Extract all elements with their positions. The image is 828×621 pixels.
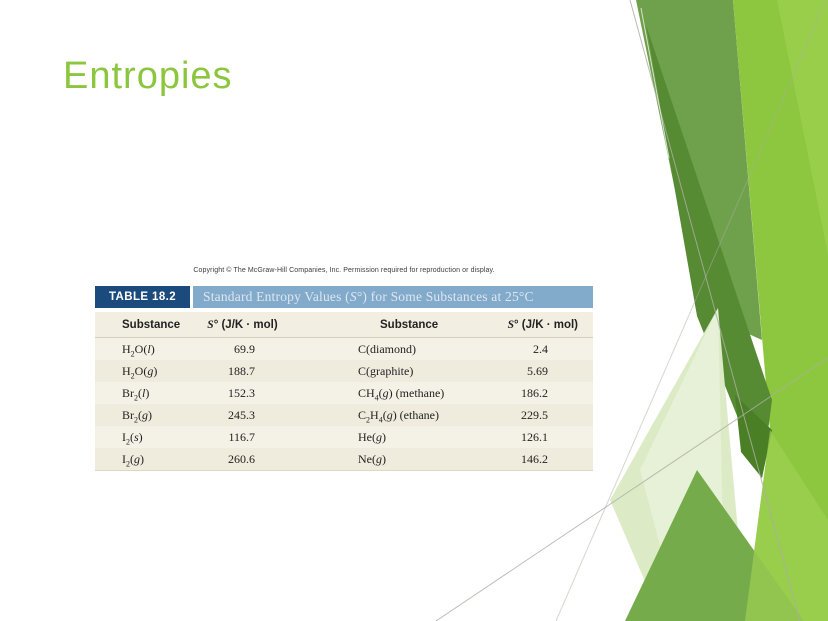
facet-white-sliver-line xyxy=(640,7,670,159)
slide-title: Entropies xyxy=(63,55,233,97)
table-row: Br2(l) 152.3 CH4(g) (methane) 186.2 xyxy=(95,382,593,404)
entropy-value: 245.3 xyxy=(228,407,255,422)
entropy-table-body: Substance S° (J/K · mol) Substance S° (J/K … xyxy=(95,312,593,470)
substance-name: CH4(g) (methane) xyxy=(358,385,445,402)
entropy-value: 260.6 xyxy=(228,451,255,466)
substance-name: C(diamond) xyxy=(358,341,416,356)
entropy-value: 186.2 xyxy=(521,385,548,400)
substance-name: H2O(l) xyxy=(122,341,155,358)
entropy-value: 116.7 xyxy=(228,429,255,444)
substance-name: C2H4(g) (ethane) xyxy=(358,407,439,424)
facet-crack-line-diagonal xyxy=(555,0,827,621)
column-header: Substance xyxy=(380,318,439,331)
substance-name: He(g) xyxy=(358,429,386,444)
facet-olive-triangle xyxy=(636,0,762,340)
substance-name: I2(g) xyxy=(122,451,144,468)
entropy-value: 152.3 xyxy=(228,385,255,400)
table-row: I2(g) 260.6 Ne(g) 146.2 xyxy=(95,448,593,470)
column-header: S° (J/K · mol) xyxy=(207,318,278,331)
table-row: I2(s) 116.7 He(g) 126.1 xyxy=(95,426,593,448)
column-header: Substance xyxy=(122,318,181,331)
column-header: S° (J/K · mol) xyxy=(507,318,578,331)
entropy-value: 229.5 xyxy=(521,407,548,422)
table-header-gap xyxy=(190,286,193,308)
table-label: TABLE 18.2 xyxy=(95,286,190,308)
facet-dark-wedge xyxy=(646,25,772,478)
entropy-value: 146.2 xyxy=(521,451,548,466)
substance-name: I2(s) xyxy=(122,429,143,446)
facet-bright-base xyxy=(733,0,828,621)
table-row: H2O(g) 188.7 C(graphite) 5.69 xyxy=(95,360,593,382)
substance-name: Ne(g) xyxy=(358,451,386,466)
substance-name: C(graphite) xyxy=(358,363,414,378)
facet-bottom-right-overlay xyxy=(745,430,828,621)
table-title: Standard Entropy Values (S°) for Some Su… xyxy=(193,286,593,308)
table-row: H2O(l) 69.9 C(diamond) 2.4 xyxy=(95,338,593,360)
substance-name: H2O(g) xyxy=(122,363,158,380)
entropy-value: 188.7 xyxy=(228,363,255,378)
column-header-row: Substance S° (J/K · mol) Substance S° (J/K … xyxy=(95,312,593,338)
facet-crack-line-shallow xyxy=(435,357,828,621)
substance-name: Br2(g) xyxy=(122,407,152,424)
entropy-value: 69.9 xyxy=(234,341,255,356)
copyright-text: Copyright © The McGraw-Hill Companies, I… xyxy=(193,267,495,274)
substance-name: Br2(l) xyxy=(122,385,150,402)
entropy-value: 5.69 xyxy=(527,363,548,378)
table-header-bar: TABLE 18.2 Standard Entropy Values (S°) … xyxy=(95,286,593,308)
entropy-value: 126.1 xyxy=(521,429,548,444)
entropy-value: 2.4 xyxy=(533,341,548,356)
table-row: Br2(g) 245.3 C2H4(g) (ethane) 229.5 xyxy=(95,404,593,426)
facet-light-top-right xyxy=(777,0,828,255)
